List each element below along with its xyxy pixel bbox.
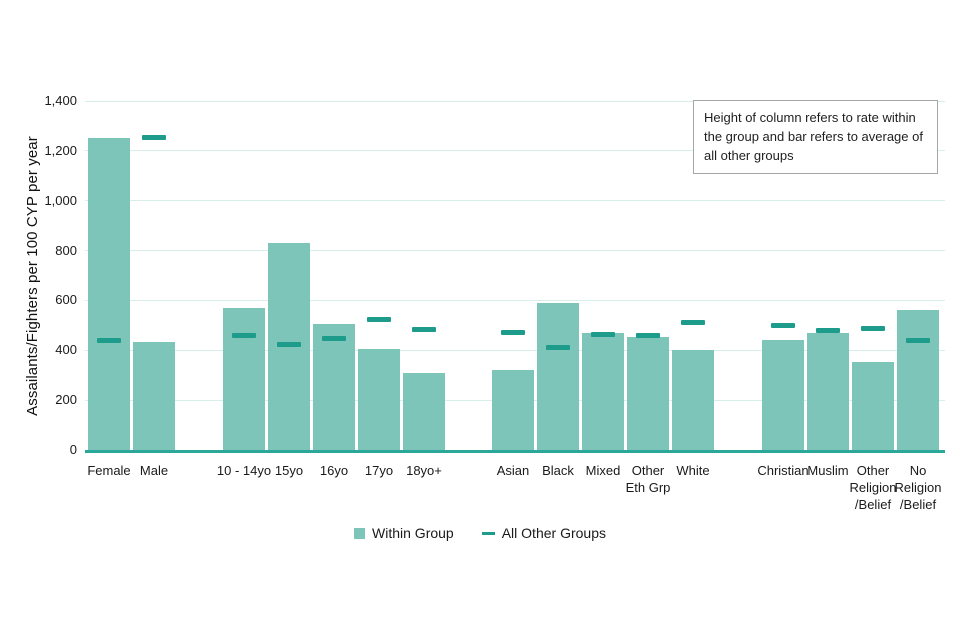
x-axis-label-16yo: 16yo xyxy=(319,463,349,478)
dash-asian xyxy=(501,330,525,335)
dash-no-religion-belief xyxy=(906,338,930,343)
legend-label-within-group: Within Group xyxy=(372,525,454,541)
x-axis-label-white: White xyxy=(676,463,710,478)
x-axis-label-10-14yo: 10 - 14yo xyxy=(216,463,272,478)
dash-muslim xyxy=(816,328,840,333)
gridline-1,200 xyxy=(85,150,945,152)
x-axis-label-18yo+: 18yo+ xyxy=(406,463,442,478)
bar-white xyxy=(672,350,714,450)
bar-female xyxy=(88,138,130,450)
bar-no-religion-belief xyxy=(897,310,939,450)
y-axis-tick-label: 1,400 xyxy=(44,93,77,108)
dash-17yo xyxy=(367,317,391,322)
x-axis-label-mixed: Mixed xyxy=(585,463,621,478)
bar-christian xyxy=(762,340,804,450)
bar-muslim xyxy=(807,333,849,450)
y-axis-tick-label: 200 xyxy=(55,392,77,408)
bar-17yo xyxy=(358,349,400,450)
gridline-1,400 xyxy=(85,100,945,102)
bar-16yo xyxy=(313,324,355,450)
bar-male xyxy=(133,342,175,450)
x-axis-label-17yo: 17yo xyxy=(364,463,394,478)
dash-16yo xyxy=(322,336,346,341)
bar-mixed xyxy=(582,333,624,450)
bar-asian xyxy=(492,370,534,450)
x-axis-label-black: Black xyxy=(542,463,574,478)
x-axis-line xyxy=(85,450,945,453)
bar-other-religion-belief xyxy=(852,362,894,450)
dash-female xyxy=(97,338,121,343)
dash-other-religion-belief xyxy=(861,326,885,331)
legend-item-all-other-groups: All Other Groups xyxy=(481,525,606,541)
bar-other-eth-grp xyxy=(627,337,669,450)
bar-18yo+ xyxy=(403,373,445,450)
bar-black xyxy=(537,303,579,450)
x-axis-label-christian: Christian xyxy=(757,463,809,478)
x-axis-label-asian: Asian xyxy=(496,463,530,478)
y-axis-tick-label: 600 xyxy=(55,292,77,308)
gridline-800 xyxy=(85,250,945,252)
dash-18yo+ xyxy=(412,327,436,332)
legend-label-all-other-groups: All Other Groups xyxy=(501,525,606,541)
gridline-1,000 xyxy=(85,200,945,202)
x-axis-label-no-religion-belief: No Religion /Belief xyxy=(894,463,942,512)
gridline-600 xyxy=(85,299,945,301)
dash-christian xyxy=(771,323,795,328)
dash-15yo xyxy=(277,342,301,347)
dash-male xyxy=(142,135,166,140)
x-axis-label-muslim: Muslim xyxy=(807,463,849,478)
within-group-swatch-icon xyxy=(354,527,366,539)
gridline-400 xyxy=(85,349,945,351)
x-axis-label-female: Female xyxy=(87,463,131,478)
annotation-text: Height of column refers to rate within t… xyxy=(704,110,923,163)
y-axis-tick-label: 1,000 xyxy=(44,192,77,208)
x-axis-label-other-eth-grp: Other Eth Grp xyxy=(625,463,671,495)
dash-10-14yo xyxy=(232,333,256,338)
dash-mixed xyxy=(591,332,615,337)
bar-10-14yo xyxy=(223,308,265,450)
x-axis-label-other-religion-belief: Other Religion /Belief xyxy=(849,463,897,512)
y-axis-tick-label: 800 xyxy=(55,242,77,258)
dash-white xyxy=(681,320,705,325)
legend-item-within-group: Within Group xyxy=(354,525,454,541)
y-axis-tick-label: 1,200 xyxy=(44,142,77,158)
y-axis-tick-label: 0 xyxy=(69,442,77,457)
all-other-groups-dash-icon xyxy=(481,531,495,535)
y-axis-tick-label: 400 xyxy=(55,342,77,358)
x-axis-label-male: Male xyxy=(139,463,169,478)
dash-other-eth-grp xyxy=(636,333,660,338)
dash-black xyxy=(546,345,570,350)
x-axis-label-15yo: 15yo xyxy=(274,463,304,478)
legend: Within Group All Other Groups xyxy=(0,525,960,541)
annotation-box: Height of column refers to rate within t… xyxy=(693,100,938,174)
